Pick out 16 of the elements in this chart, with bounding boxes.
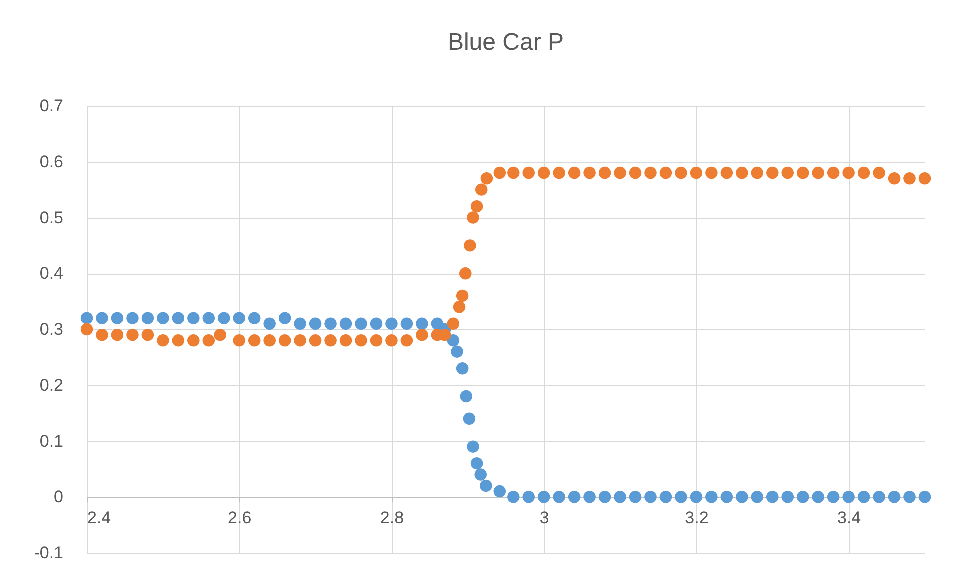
y-tick-label: 0.3 — [40, 320, 64, 339]
x-tick-label: 3.2 — [685, 508, 709, 528]
x-tick-label: 3.4 — [838, 508, 862, 528]
y-tick-label: 0.6 — [40, 152, 64, 172]
x-tick-label: 2.4 — [88, 508, 112, 528]
y-tick-label: 0.5 — [40, 208, 64, 228]
chart-title: Blue Car P — [448, 29, 564, 56]
x-tick-label: 2.6 — [228, 508, 252, 528]
y-tick-label: 0.7 — [40, 96, 64, 116]
y-tick-label: 0.2 — [40, 376, 64, 395]
y-tick-label: 0.1 — [40, 432, 64, 451]
x-tick-label: 2.8 — [380, 508, 404, 528]
y-tick-label: -0.1 — [34, 544, 64, 562]
y-tick-label: 0.4 — [40, 264, 64, 284]
x-tick-label: 3 — [540, 508, 550, 528]
y-tick-label: 0 — [54, 488, 64, 507]
